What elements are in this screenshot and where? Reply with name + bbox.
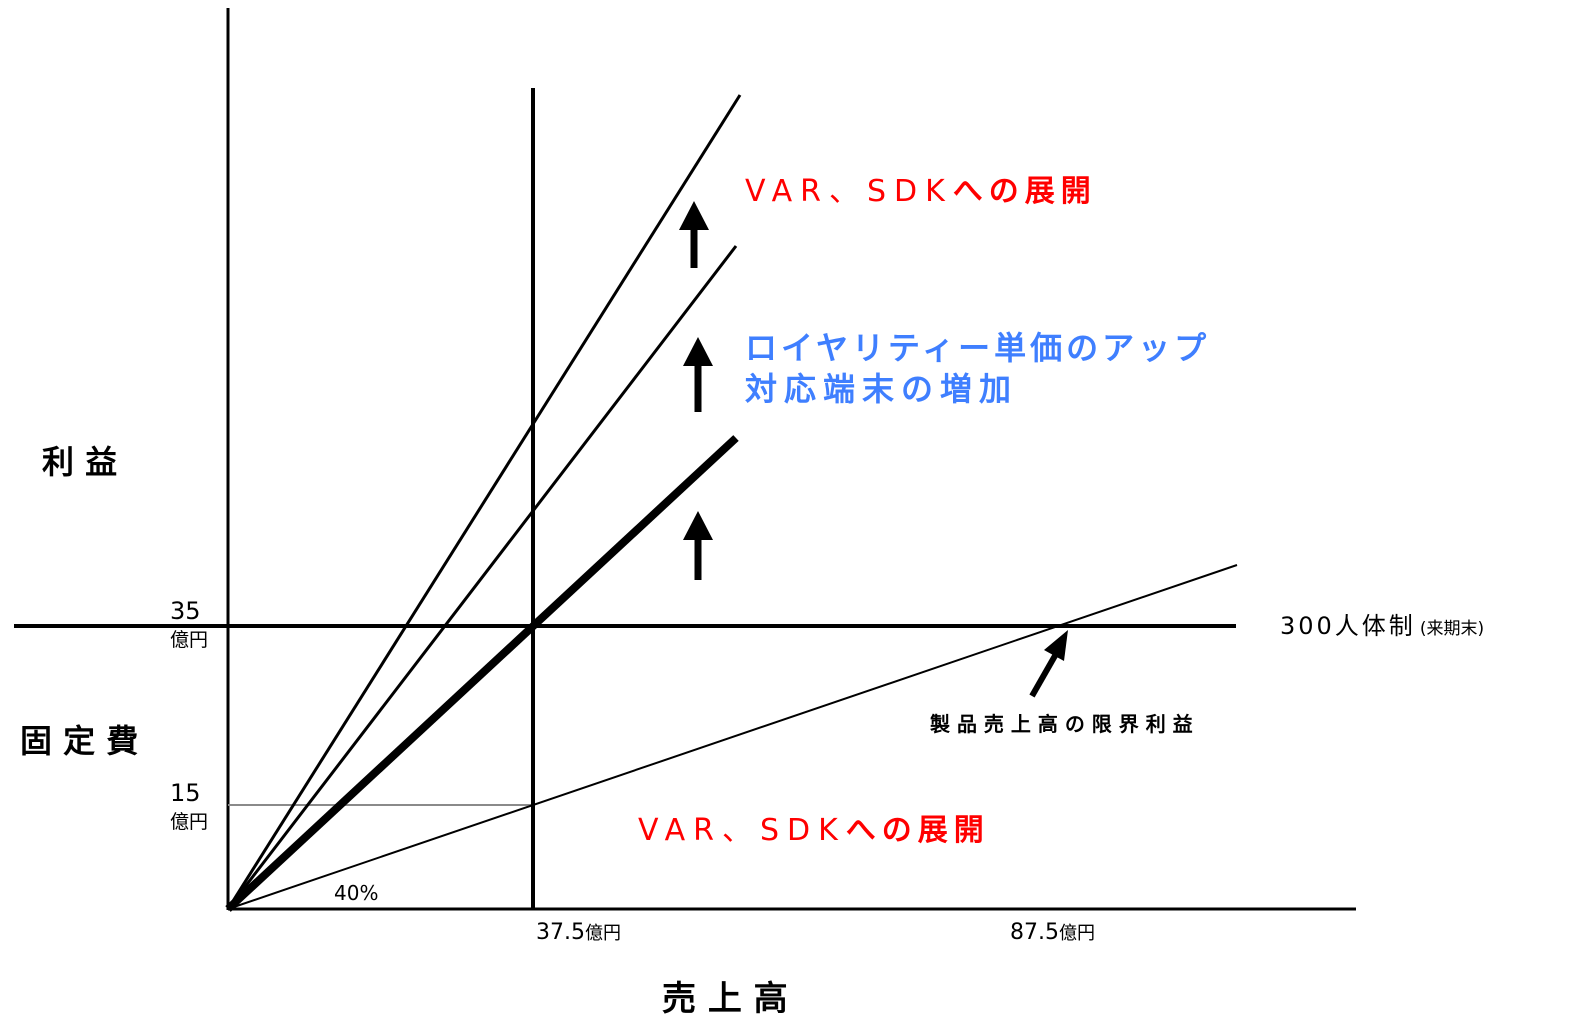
annotation-top-red: VAR、SDKへの展開 <box>745 174 1097 209</box>
up-arrow-icon <box>683 337 713 412</box>
slope-label: 40% <box>334 881 378 905</box>
x-tick-87-5-unit: 億円 <box>1059 923 1095 944</box>
x-tick-37-5: 37.5億円 <box>536 920 621 945</box>
profit-line-top <box>226 94 742 910</box>
up-arrow-icon <box>679 201 709 268</box>
up-arrow-icon <box>683 511 713 580</box>
profit-line-bold <box>225 435 739 912</box>
y-title-profit: 利 益 <box>42 443 117 481</box>
marginal-profit-label: 製 品 売 上 高 の 限 界 利 益 <box>930 712 1193 736</box>
x-tick-37-5-unit: 億円 <box>585 923 621 944</box>
y-tick-35-value: 35 <box>170 597 201 625</box>
fixed-cost-label: 300人体制 (来期末) <box>1280 612 1484 640</box>
annotation-blue-line1: ロイヤリティー単価のアップ <box>745 329 1210 367</box>
y-tick-15-value: 15 <box>170 779 201 807</box>
profit-line-middle <box>226 245 738 910</box>
annotation-blue-line2: 対応端末の増加 <box>745 370 1018 408</box>
fixed-cost-label-sub: (来期末) <box>1420 619 1484 639</box>
x-title-sales: 売 上 高 <box>662 979 788 1019</box>
y-tick-15-unit: 億円 <box>170 811 208 833</box>
annotation-top-red-prefix: VAR、SDK <box>745 174 953 209</box>
x-tick-87-5: 87.5億円 <box>1010 920 1095 945</box>
x-tick-37-5-value: 37.5 <box>536 920 585 945</box>
x-tick-87-5-value: 87.5 <box>1010 920 1059 945</box>
y-tick-35-unit: 億円 <box>170 629 208 651</box>
annotation-bottom-red-prefix: VAR、SDK <box>638 813 846 848</box>
fixed-cost-label-main: 300人体制 <box>1280 612 1416 640</box>
pointer-arrow-icon <box>1029 630 1068 698</box>
annotation-bottom-red-suffix: への展開 <box>846 813 990 848</box>
product-marginal-profit-line <box>227 564 1238 910</box>
y-title-fixed-cost: 固 定 費 <box>20 722 138 760</box>
annotation-bottom-red: VAR、SDKへの展開 <box>638 813 990 848</box>
annotation-top-red-suffix: への展開 <box>953 174 1097 209</box>
